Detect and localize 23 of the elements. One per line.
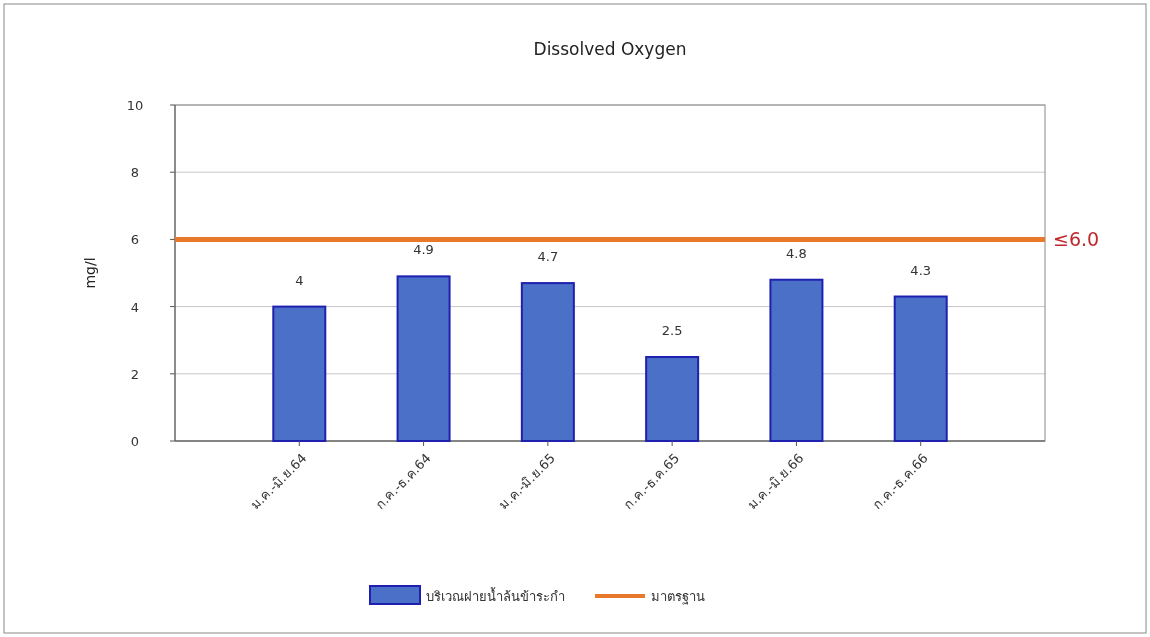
text: มาตรฐาน <box>651 589 705 605</box>
data-label: 4.8 <box>786 245 807 261</box>
bar <box>769 278 824 442</box>
data-label: 4 <box>295 272 304 288</box>
legend-label: บริเวณฝายน้ำล้นข้าระกำ <box>426 587 565 604</box>
data-label: 2.5 <box>661 323 683 338</box>
data-label: 4.9 <box>413 242 434 258</box>
chart-title: Dissolved Oxygen <box>533 39 687 59</box>
y-tick-label: 2 <box>130 366 140 382</box>
bar <box>272 305 327 442</box>
y-tick-label: 10 <box>126 98 144 113</box>
bar <box>645 356 700 442</box>
bar <box>893 295 948 442</box>
bar <box>396 275 451 442</box>
bar <box>520 282 575 442</box>
data-label: 4.7 <box>537 249 559 265</box>
data-label: 4.3 <box>910 262 932 278</box>
y-tick-label: 8 <box>130 165 140 181</box>
ref-line-label: ≤6.0 <box>1053 228 1100 251</box>
y-tick-label: 4 <box>130 299 140 315</box>
y-tick-label: 0 <box>130 434 140 449</box>
y-tick-label: 6 <box>130 232 140 248</box>
y-axis-title: mg/l <box>82 257 98 289</box>
